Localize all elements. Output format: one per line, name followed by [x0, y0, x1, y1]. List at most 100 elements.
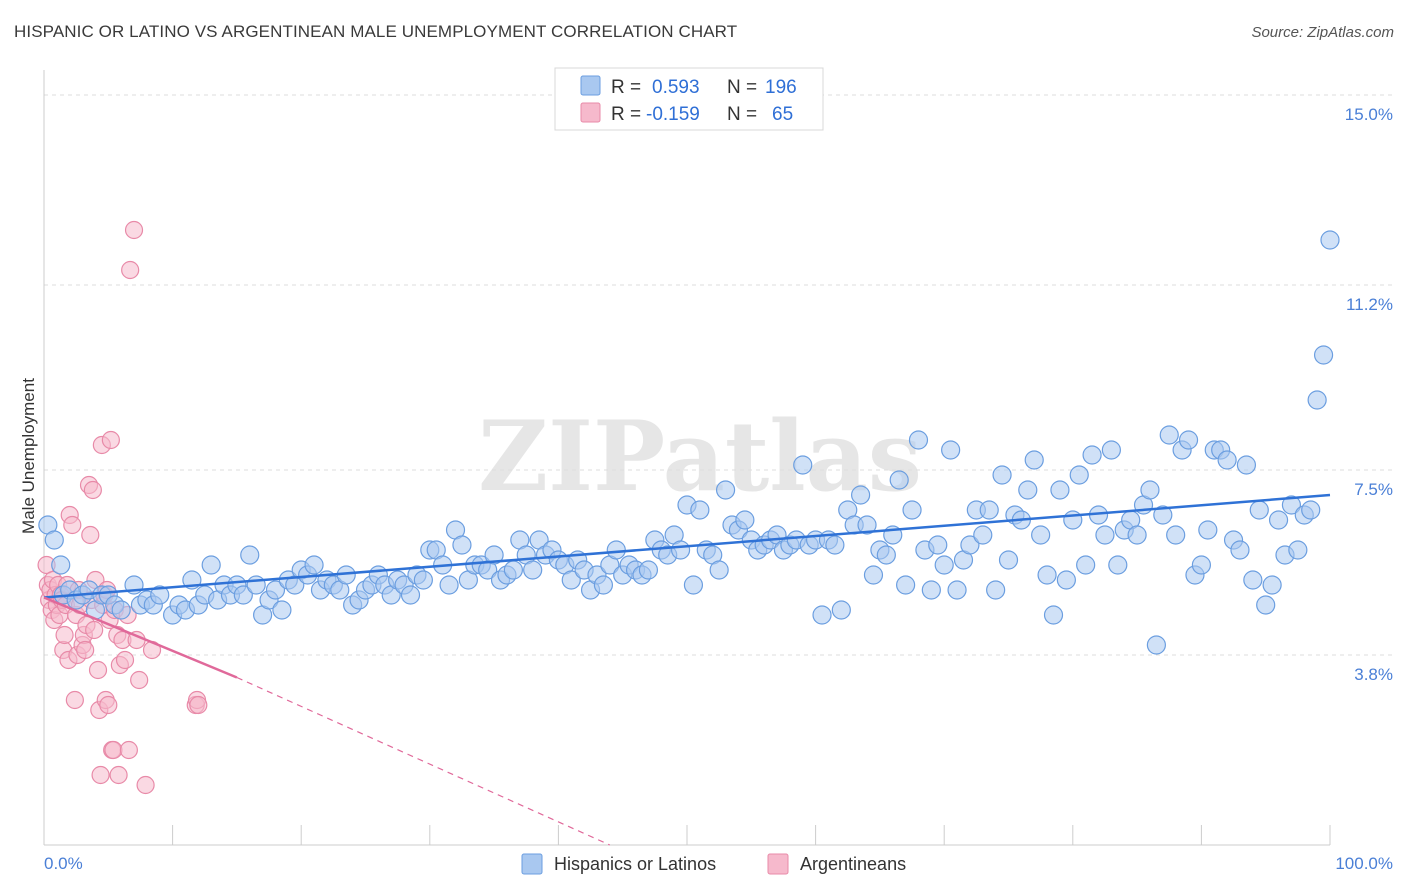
hispanics-point [1191, 555, 1212, 575]
hispanics-point [1249, 500, 1269, 520]
hispanics-point [1243, 570, 1263, 590]
hispanics-point [831, 600, 851, 620]
hispanics-point [1031, 525, 1051, 545]
hispanics-point [960, 535, 980, 555]
hispanics-point [439, 575, 459, 595]
hispanics-point [1307, 390, 1327, 410]
hispanics-point [1082, 445, 1102, 465]
argentineans-point [81, 525, 100, 545]
argentineans-point [121, 260, 140, 280]
hispanics-point [973, 525, 993, 545]
legend-swatch-blue [580, 75, 601, 96]
hispanics-point [111, 600, 131, 620]
hispanics-point [979, 500, 999, 520]
hispanics-point [934, 555, 954, 575]
hispanics-point [1288, 540, 1308, 560]
hispanics-point [240, 545, 260, 565]
hispanics-point [709, 560, 729, 580]
trend-lines [43, 493, 1331, 846]
argentineans-point [104, 740, 123, 760]
hispanics-point [1268, 510, 1289, 530]
hispanics-point [715, 480, 736, 500]
hispanics-point [1230, 540, 1250, 560]
argentineans-point [109, 765, 128, 785]
y-tick-label: 3.8% [1354, 665, 1393, 684]
hispanics-point [812, 605, 832, 625]
hispanics-point [1313, 345, 1334, 365]
legend-label-hispanics: Hispanics or Latinos [554, 854, 716, 874]
x-tick-label-min: 0.0% [44, 854, 83, 873]
argentineans-point [115, 650, 135, 670]
argentineans-point [55, 625, 74, 645]
hispanics-point [928, 535, 948, 555]
hispanics-point [150, 585, 170, 605]
argentineans-point [85, 620, 104, 640]
correlation-legend: R = 0.593 N = 196 R = -0.159 N = 65 [554, 67, 824, 131]
hispanics-point [1153, 505, 1173, 525]
hispanics-point [1320, 230, 1340, 250]
hispanics-point [413, 570, 433, 590]
hispanics-point [1037, 565, 1057, 585]
legend-r-label-1: R = [611, 77, 641, 98]
hispanics-point [889, 470, 909, 490]
argentineans-point [101, 430, 120, 450]
argentineans-point [76, 640, 95, 660]
hispanics-point [1159, 425, 1179, 445]
argentineans-point [130, 670, 149, 690]
hispanics-point [265, 580, 286, 600]
legend-n-value-2: 65 [772, 104, 793, 125]
x-tick-labels: 0.0% 100.0% [44, 854, 1393, 873]
hispanics-point [233, 585, 253, 605]
hispanics-point [876, 545, 896, 565]
legend-swatch-argentineans [767, 853, 789, 875]
y-tick-label: 11.2% [1346, 295, 1393, 314]
argentineans-trend-extension [236, 676, 611, 846]
legend-n-label-1: N = [727, 77, 757, 98]
hispanics-point [998, 550, 1019, 570]
hispanics-point [921, 580, 941, 600]
hispanics-point [1076, 555, 1096, 575]
hispanics-point [51, 555, 71, 575]
hispanics-point [1140, 480, 1160, 500]
hispanics-point [503, 560, 523, 580]
hispanics-point [523, 560, 543, 580]
hispanics-point [1281, 495, 1302, 515]
y-tick-label: 15.0% [1345, 105, 1393, 124]
hispanics-point [908, 430, 929, 450]
hispanics-point [484, 545, 504, 565]
argentineans-point [83, 480, 102, 500]
legend-label-argentineans: Argentineans [800, 854, 906, 874]
hispanics-point [825, 535, 845, 555]
legend-r-value-2: -0.159 [646, 104, 700, 125]
legend-r-label-2: R = [611, 104, 641, 125]
hispanics-point [735, 510, 755, 530]
hispanics-point [1095, 525, 1115, 545]
hispanics-point [683, 575, 704, 595]
hispanics-point [272, 600, 292, 620]
hispanics-point [638, 560, 659, 580]
hispanics-trend-line [43, 493, 1331, 599]
hispanics-point [896, 575, 916, 595]
legend-n-label-2: N = [727, 104, 757, 125]
argentineans-point [136, 775, 155, 795]
legend-swatch-pink [580, 102, 601, 123]
hispanics-point [1101, 440, 1121, 460]
watermark: ZIPatlas [478, 400, 922, 513]
legend-n-value-1: 196 [765, 77, 797, 98]
argentineans-trend-line [43, 596, 238, 679]
chart-title: HISPANIC OR LATINO VS ARGENTINEAN MALE U… [14, 22, 738, 41]
hispanics-point [1063, 510, 1083, 530]
argentineans-point [63, 515, 82, 535]
hispanics-point [1018, 480, 1038, 500]
axes [43, 70, 1331, 846]
hispanics-point [851, 485, 871, 505]
series-argentineans [37, 220, 208, 795]
hispanics-point [992, 465, 1012, 485]
hispanics-point [1056, 570, 1076, 590]
hispanics-point [863, 565, 884, 585]
hispanics-point [1178, 430, 1199, 450]
x-tick-label-max: 100.0% [1335, 854, 1393, 873]
legend-r-value-1: 0.593 [652, 77, 700, 98]
hispanics-point [1069, 465, 1089, 485]
hispanics-point [690, 500, 710, 520]
